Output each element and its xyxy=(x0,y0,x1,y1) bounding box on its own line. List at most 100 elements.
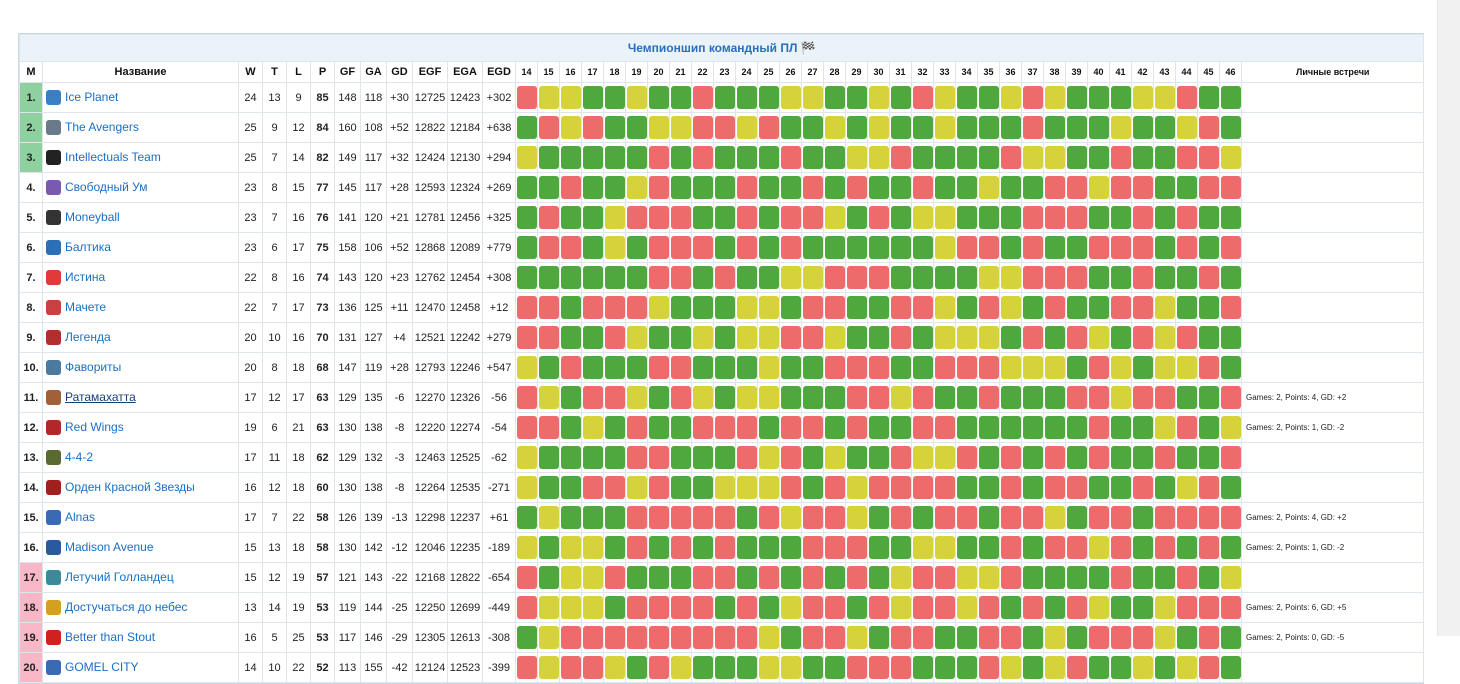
result-loss-badge[interactable] xyxy=(1023,86,1043,109)
result-loss-badge[interactable] xyxy=(649,476,669,499)
result-win-badge[interactable] xyxy=(1221,356,1241,379)
result-loss-badge[interactable] xyxy=(1001,476,1021,499)
result-loss-badge[interactable] xyxy=(539,296,559,319)
result-loss-badge[interactable] xyxy=(759,116,779,139)
result-loss-badge[interactable] xyxy=(627,596,647,619)
result-win-badge[interactable] xyxy=(1089,116,1109,139)
result-loss-badge[interactable] xyxy=(517,566,537,589)
result-loss-badge[interactable] xyxy=(1067,206,1087,229)
result-win-badge[interactable] xyxy=(671,446,691,469)
result-win-badge[interactable] xyxy=(957,296,977,319)
team-name-link[interactable]: Летучий Голландец xyxy=(65,569,174,584)
result-win-badge[interactable] xyxy=(825,236,845,259)
result-win-badge[interactable] xyxy=(957,206,977,229)
result-win-badge[interactable] xyxy=(693,536,713,559)
result-win-badge[interactable] xyxy=(1155,566,1175,589)
result-win-badge[interactable] xyxy=(1089,656,1109,679)
result-draw-badge[interactable] xyxy=(825,206,845,229)
result-win-badge[interactable] xyxy=(605,176,625,199)
result-draw-badge[interactable] xyxy=(561,116,581,139)
result-win-badge[interactable] xyxy=(737,536,757,559)
result-draw-badge[interactable] xyxy=(649,296,669,319)
result-loss-badge[interactable] xyxy=(627,296,647,319)
result-win-badge[interactable] xyxy=(979,146,999,169)
result-draw-badge[interactable] xyxy=(605,236,625,259)
result-draw-badge[interactable] xyxy=(1177,476,1197,499)
result-win-badge[interactable] xyxy=(1023,626,1043,649)
result-win-badge[interactable] xyxy=(693,656,713,679)
result-loss-badge[interactable] xyxy=(605,626,625,649)
result-win-badge[interactable] xyxy=(935,176,955,199)
result-loss-badge[interactable] xyxy=(539,206,559,229)
result-draw-badge[interactable] xyxy=(979,326,999,349)
result-loss-badge[interactable] xyxy=(781,236,801,259)
result-loss-badge[interactable] xyxy=(693,506,713,529)
result-loss-badge[interactable] xyxy=(1111,236,1131,259)
result-loss-badge[interactable] xyxy=(1155,446,1175,469)
result-win-badge[interactable] xyxy=(671,566,691,589)
result-draw-badge[interactable] xyxy=(627,476,647,499)
result-loss-badge[interactable] xyxy=(781,416,801,439)
result-loss-badge[interactable] xyxy=(561,236,581,259)
result-loss-badge[interactable] xyxy=(1133,266,1153,289)
result-loss-badge[interactable] xyxy=(671,626,691,649)
result-loss-badge[interactable] xyxy=(715,536,735,559)
result-win-badge[interactable] xyxy=(1199,86,1219,109)
result-win-badge[interactable] xyxy=(1221,476,1241,499)
result-draw-badge[interactable] xyxy=(693,386,713,409)
result-draw-badge[interactable] xyxy=(605,656,625,679)
result-loss-badge[interactable] xyxy=(825,626,845,649)
result-loss-badge[interactable] xyxy=(671,206,691,229)
result-loss-badge[interactable] xyxy=(627,536,647,559)
result-win-badge[interactable] xyxy=(1111,476,1131,499)
team-name-link[interactable]: Легенда xyxy=(65,329,111,344)
result-win-badge[interactable] xyxy=(913,266,933,289)
result-loss-badge[interactable] xyxy=(649,356,669,379)
result-loss-badge[interactable] xyxy=(891,326,911,349)
result-win-badge[interactable] xyxy=(671,146,691,169)
result-draw-badge[interactable] xyxy=(1133,86,1153,109)
result-loss-badge[interactable] xyxy=(671,356,691,379)
result-draw-badge[interactable] xyxy=(1045,656,1065,679)
result-win-badge[interactable] xyxy=(1199,446,1219,469)
result-draw-badge[interactable] xyxy=(1045,146,1065,169)
result-loss-badge[interactable] xyxy=(913,626,933,649)
result-loss-badge[interactable] xyxy=(1089,446,1109,469)
result-win-badge[interactable] xyxy=(605,506,625,529)
result-win-badge[interactable] xyxy=(1155,206,1175,229)
result-draw-badge[interactable] xyxy=(781,86,801,109)
result-loss-badge[interactable] xyxy=(1133,296,1153,319)
result-loss-badge[interactable] xyxy=(561,356,581,379)
result-loss-badge[interactable] xyxy=(1023,206,1043,229)
result-loss-badge[interactable] xyxy=(627,416,647,439)
result-loss-badge[interactable] xyxy=(825,356,845,379)
result-draw-badge[interactable] xyxy=(935,446,955,469)
result-loss-badge[interactable] xyxy=(869,596,889,619)
result-loss-badge[interactable] xyxy=(913,86,933,109)
result-draw-badge[interactable] xyxy=(1177,116,1197,139)
result-win-badge[interactable] xyxy=(1155,266,1175,289)
result-win-badge[interactable] xyxy=(913,236,933,259)
result-win-badge[interactable] xyxy=(715,356,735,379)
result-draw-badge[interactable] xyxy=(1089,596,1109,619)
result-win-badge[interactable] xyxy=(1111,326,1131,349)
result-loss-badge[interactable] xyxy=(847,536,867,559)
result-loss-badge[interactable] xyxy=(715,566,735,589)
result-win-badge[interactable] xyxy=(1023,446,1043,469)
result-win-badge[interactable] xyxy=(693,476,713,499)
result-win-badge[interactable] xyxy=(1221,326,1241,349)
result-loss-badge[interactable] xyxy=(627,506,647,529)
result-win-badge[interactable] xyxy=(979,206,999,229)
result-win-badge[interactable] xyxy=(649,566,669,589)
result-loss-badge[interactable] xyxy=(1111,296,1131,319)
result-win-badge[interactable] xyxy=(1133,146,1153,169)
result-loss-badge[interactable] xyxy=(935,476,955,499)
result-loss-badge[interactable] xyxy=(1067,596,1087,619)
result-loss-badge[interactable] xyxy=(979,596,999,619)
result-loss-badge[interactable] xyxy=(649,446,669,469)
result-win-badge[interactable] xyxy=(583,356,603,379)
result-win-badge[interactable] xyxy=(847,296,867,319)
result-loss-badge[interactable] xyxy=(693,116,713,139)
result-draw-badge[interactable] xyxy=(561,536,581,559)
result-draw-badge[interactable] xyxy=(825,446,845,469)
